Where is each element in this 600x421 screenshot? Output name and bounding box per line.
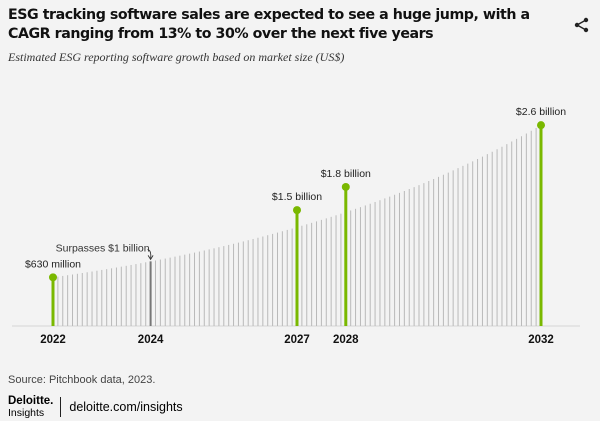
highlight-dot-2028 [341, 182, 350, 191]
chart-subtitle: Estimated ESG reporting software growth … [8, 50, 345, 64]
footer: Deloitte. Insights deloitte.com/insights [8, 393, 183, 421]
chart-title: ESG tracking software sales are expected… [8, 7, 530, 42]
annotation-arrow [147, 248, 152, 259]
highlight-dot-2022 [49, 273, 57, 282]
annotation-arrowhead [147, 255, 154, 261]
deloitte-logo[interactable]: Deloitte. Insights [8, 395, 54, 419]
deloitte-insights-link[interactable]: deloitte.com/insights [69, 400, 183, 414]
logo-sub: Insights [8, 406, 45, 419]
x-tick-label-2028: 2028 [333, 334, 359, 346]
source-note: Source: Pitchbook data, 2023. [8, 374, 156, 386]
highlight-dot-2027 [293, 206, 301, 215]
data-label-2028: $1.8 billion [321, 168, 371, 180]
highlight-dot-2032 [537, 121, 545, 130]
growth-bar-chart: $630 million Surpasses $1 billion $1.5 bil… [12, 106, 580, 346]
data-label-2032: $2.6 billion [516, 106, 566, 118]
data-label-2027: $1.5 billion [272, 191, 322, 203]
x-tick-label-2027: 2027 [284, 334, 310, 346]
data-label-2022: $630 million [25, 258, 81, 270]
x-tick-label-2022: 2022 [40, 334, 66, 346]
share-icon[interactable] [574, 17, 590, 33]
annotation-label-2024: Surpasses $1 billion [56, 242, 150, 254]
x-tick-label-2024: 2024 [138, 334, 164, 346]
footer-divider [60, 397, 62, 417]
x-tick-label-2032: 2032 [528, 334, 554, 346]
logo-name: Deloitte. [8, 395, 54, 407]
